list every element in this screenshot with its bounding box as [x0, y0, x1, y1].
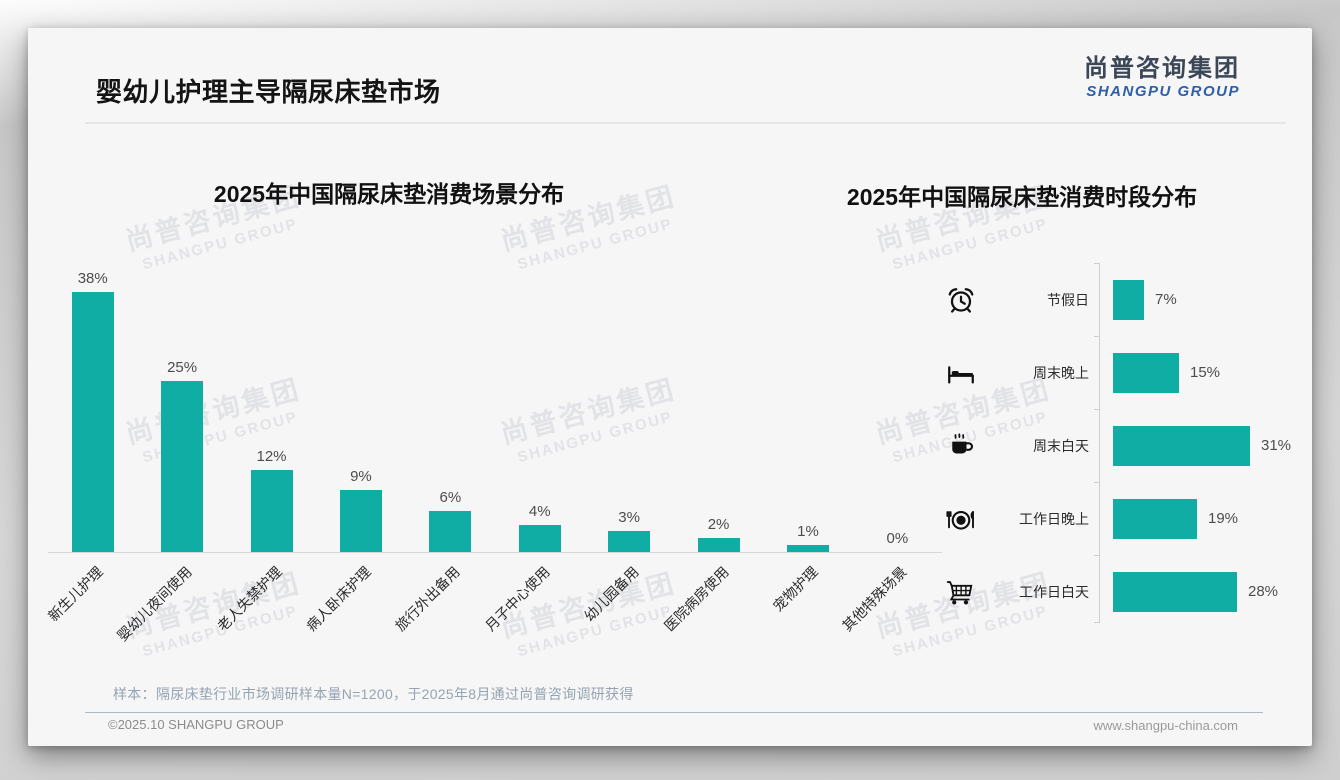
time-distribution-chart: 节假日 7% 周末晚上 15% 周末白天 31% 工作日晚上 19% 工作日白天 28%	[943, 263, 1312, 628]
bar	[1113, 425, 1250, 466]
bar	[786, 545, 829, 552]
bar-column: 9% 病人卧床护理	[303, 238, 405, 634]
bar-value-label: 0%	[886, 530, 909, 547]
bar-value-label: 2%	[707, 516, 730, 533]
bar-value-label: 19%	[1208, 510, 1239, 527]
category-label: 老人失禁护理	[213, 563, 285, 635]
category-label: 其他特殊场景	[839, 563, 911, 635]
time-row: 工作日白天 28%	[943, 555, 1312, 628]
bar-column: 6% 旅行外出备用	[392, 238, 495, 634]
bar-value-label: 31%	[1261, 437, 1292, 454]
time-label: 工作日晚上	[1019, 510, 1089, 527]
time-label: 周末晚上	[1033, 364, 1089, 381]
bar-value-label: 15%	[1190, 364, 1221, 381]
bar-value-label: 4%	[528, 503, 551, 520]
copyright-text: ©2025.10 SHANGPU GROUP	[108, 717, 284, 732]
time-label: 工作日白天	[1019, 583, 1089, 600]
axis-tick	[1094, 482, 1099, 483]
category-label: 月子中心使用	[481, 563, 553, 635]
shopping-cart-icon	[943, 577, 979, 607]
bar	[1113, 571, 1237, 612]
bar-value-label: 6%	[439, 489, 462, 506]
dining-plate-icon	[943, 504, 979, 534]
bed-icon	[943, 358, 979, 388]
bar	[429, 511, 472, 552]
bar-column: 25% 婴幼儿夜间使用	[114, 238, 226, 644]
time-row: 周末白天 31%	[943, 409, 1312, 482]
category-label: 婴幼儿夜间使用	[114, 563, 195, 645]
category-label: 病人卧床护理	[302, 563, 374, 635]
website-url: www.shangpu-china.com	[1093, 718, 1238, 733]
time-row: 节假日 7%	[943, 263, 1312, 336]
category-label: 新生儿护理	[44, 563, 106, 625]
bar-column: 3% 幼儿园备用	[581, 238, 673, 624]
bar	[518, 525, 561, 552]
category-label: 宠物护理	[769, 563, 821, 615]
category-label: 医院病房使用	[660, 563, 732, 635]
left-chart-x-axis	[48, 552, 942, 553]
bar-value-label: 1%	[797, 523, 819, 540]
page-title: 婴幼儿护理主导隔尿床垫市场	[96, 77, 441, 107]
axis-tick	[1094, 336, 1099, 337]
bar-value-label: 28%	[1248, 583, 1279, 600]
slide: 尚普咨询集团 SHANGPU GROUP 尚普咨询集团 SHANGPU GROUP 尚普…	[28, 28, 1312, 746]
time-label: 周末白天	[1033, 437, 1089, 454]
bar-column: 0% 其他特殊场景	[839, 238, 942, 634]
bar-value-label: 7%	[1155, 291, 1177, 308]
time-label: 节假日	[1047, 291, 1089, 308]
bar-column: 2% 医院病房使用	[661, 238, 763, 634]
company-logo: 尚普咨询集团 SHANGPU GROUP	[1084, 55, 1240, 101]
axis-tick	[1094, 263, 1099, 264]
time-row: 周末晚上 15%	[943, 336, 1312, 409]
bar-value-label: 9%	[350, 468, 372, 485]
bar-column: 4% 月子中心使用	[482, 238, 584, 634]
bar-column: 38% 新生儿护理	[45, 238, 137, 624]
header-divider	[85, 122, 1286, 124]
bar	[250, 470, 293, 552]
axis-tick	[1094, 555, 1099, 556]
bar	[71, 292, 114, 552]
bar	[339, 490, 382, 552]
category-label: 旅行外出备用	[392, 563, 464, 635]
bar	[697, 538, 740, 552]
alarm-clock-icon	[943, 285, 979, 315]
left-chart-title: 2025年中国隔尿床垫消费场景分布	[213, 181, 565, 207]
axis-tick	[1094, 409, 1099, 410]
right-chart-title: 2025年中国隔尿床垫消费时段分布	[846, 184, 1198, 210]
bar-value-label: 25%	[167, 359, 198, 376]
logo-text-en: SHANGPU GROUP	[1086, 83, 1240, 101]
time-row: 工作日晚上 19%	[943, 482, 1312, 555]
bar	[161, 381, 204, 552]
bar-value-label: 3%	[618, 509, 640, 526]
category-label: 幼儿园备用	[581, 563, 642, 625]
bar-value-label: 38%	[77, 270, 108, 287]
footer-divider	[85, 712, 1263, 713]
coffee-icon	[943, 431, 979, 461]
bar	[1113, 279, 1144, 320]
bar-column: 12% 老人失禁护理	[214, 238, 316, 634]
bar-column: 1% 宠物护理	[763, 238, 852, 614]
scene-distribution-chart: 38% 新生儿护理 25% 婴幼儿夜间使用 12% 老人失禁护理 9% 病人卧床护理 6% 旅行外…	[45, 238, 942, 644]
bar	[608, 531, 651, 552]
logo-text-cn: 尚普咨询集团	[1084, 55, 1240, 82]
bar	[1113, 352, 1179, 393]
sample-note: 样本：隔尿床垫行业市场调研样本量N=1200，于2025年8月通过尚普咨询调研获…	[113, 686, 634, 702]
bar-value-label: 12%	[256, 448, 287, 465]
axis-tick	[1094, 622, 1099, 623]
bar	[1113, 498, 1197, 539]
right-chart-y-axis	[1099, 263, 1100, 623]
